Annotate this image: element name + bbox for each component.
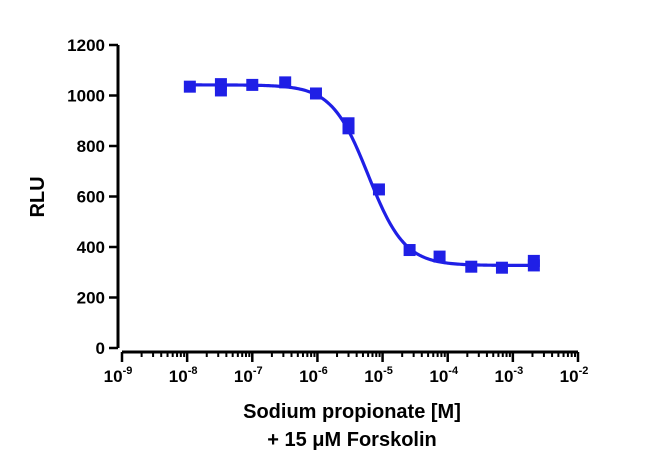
y-tick-label: 800 bbox=[77, 137, 105, 156]
y-tick-label: 1000 bbox=[67, 87, 105, 106]
points-layer bbox=[183, 76, 540, 274]
x-tick-label: 10-5 bbox=[364, 365, 393, 386]
x-tick-label: 10-6 bbox=[299, 365, 328, 386]
data-point bbox=[465, 260, 478, 273]
y-tick-label: 600 bbox=[77, 188, 105, 207]
y-axis-label: RLU bbox=[27, 176, 49, 217]
y-tick-label: 200 bbox=[77, 289, 105, 308]
y-tick-label: 400 bbox=[77, 238, 105, 257]
data-point bbox=[403, 244, 416, 257]
fit-layer bbox=[189, 83, 534, 268]
x-tick-label: 10-4 bbox=[429, 365, 459, 386]
data-point bbox=[433, 250, 446, 263]
data-point bbox=[372, 183, 385, 196]
data-point bbox=[214, 84, 227, 97]
x-axis-label: Sodium propionate [M] bbox=[243, 401, 461, 423]
y-tick-label: 1200 bbox=[67, 36, 105, 55]
data-point bbox=[279, 76, 292, 89]
data-point bbox=[183, 80, 196, 93]
axes: 0 200 400 600 800 1000 1200 10-9 10-8 10-7 10-6 10-… bbox=[67, 36, 588, 386]
x-tick-label: 10-8 bbox=[169, 365, 198, 386]
data-point bbox=[342, 122, 355, 135]
fit-curve bbox=[189, 83, 534, 268]
x-tick-label: 10-2 bbox=[560, 365, 589, 386]
y-tick-label: 0 bbox=[96, 339, 105, 358]
x-tick-label: 10-7 bbox=[234, 365, 263, 386]
x-tick-label: 10-9 bbox=[104, 365, 133, 386]
x-axis-label-line2: + 15 μM Forskolin bbox=[267, 429, 437, 451]
data-point bbox=[246, 78, 259, 91]
data-point bbox=[309, 87, 322, 100]
data-point bbox=[495, 261, 508, 274]
data-point bbox=[527, 259, 540, 272]
x-tick-label: 10-3 bbox=[495, 365, 524, 386]
